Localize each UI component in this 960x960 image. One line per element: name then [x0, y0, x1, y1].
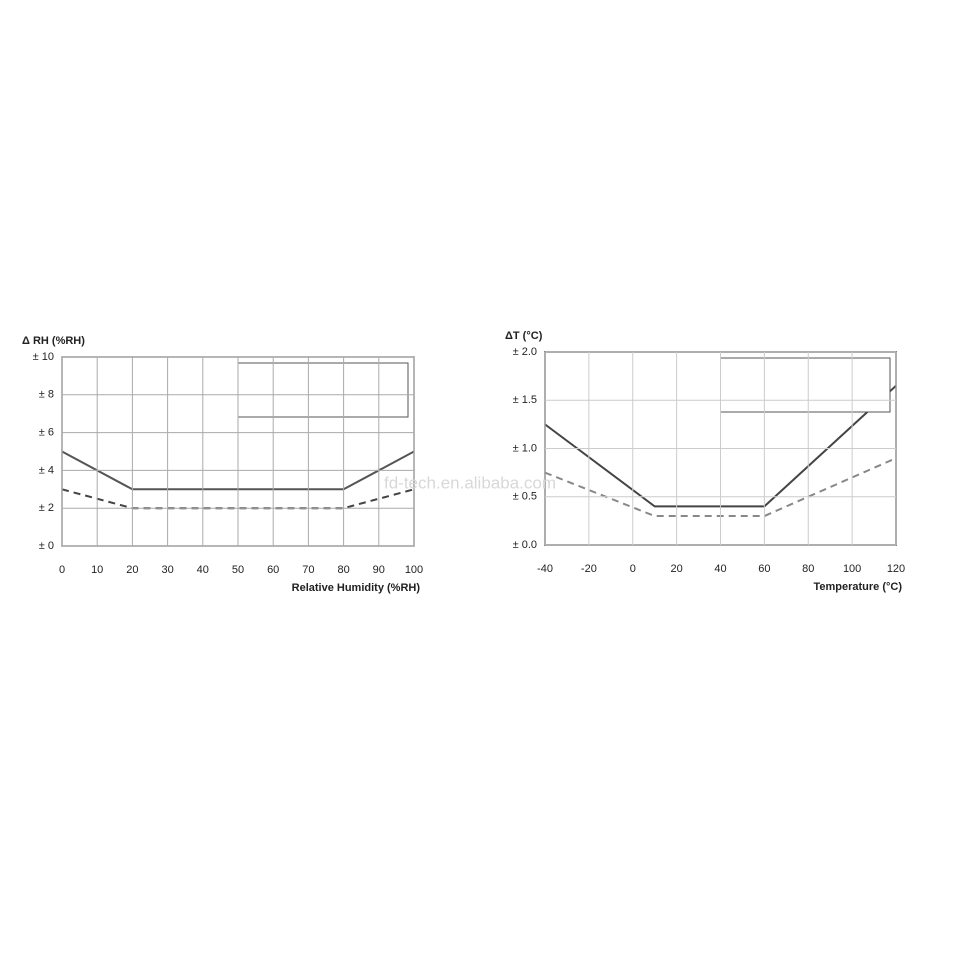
x-tick-label: 80 [337, 564, 349, 576]
x-axis-title: Relative Humidity (%RH) [292, 582, 421, 594]
x-tick-label: 50 [232, 564, 244, 576]
data-line [544, 457, 897, 518]
y-tick-label: ± 0.5 [513, 491, 537, 503]
y-tick-label: ± 0.0 [513, 539, 537, 551]
x-tick-label: 10 [91, 564, 103, 576]
y-tick-label: ± 2 [39, 502, 54, 514]
x-tick-label: 90 [373, 564, 385, 576]
x-tick-label: 20 [671, 563, 683, 575]
watermark: fd-tech.en.alibaba.com [384, 473, 556, 492]
x-tick-label: 60 [758, 563, 770, 575]
x-tick-label: 40 [197, 564, 209, 576]
x-tick-label: 60 [267, 564, 279, 576]
y-axis-title: Δ RH (%RH) [22, 335, 85, 347]
x-tick-label: 40 [714, 563, 726, 575]
x-tick-label: 30 [161, 564, 173, 576]
x-tick-label: -40 [537, 563, 553, 575]
y-tick-label: ± 1.0 [513, 442, 537, 454]
x-tick-label: 120 [887, 563, 905, 575]
x-axis-title: Temperature (°C) [813, 581, 902, 593]
y-tick-label: ± 1.5 [513, 394, 537, 406]
legend-box [720, 357, 891, 413]
y-tick-label: ± 4 [39, 464, 54, 476]
y-axis-title: ΔT (°C) [505, 330, 543, 342]
x-tick-label: 0 [59, 564, 65, 576]
x-tick-label: 0 [630, 563, 636, 575]
y-tick-label: ± 10 [33, 351, 54, 363]
x-tick-label: 100 [405, 564, 423, 576]
data-line [544, 385, 897, 508]
x-tick-label: 20 [126, 564, 138, 576]
legend-box [237, 362, 409, 418]
x-tick-label: 80 [802, 563, 814, 575]
y-tick-label: ± 8 [39, 389, 54, 401]
x-tick-label: -20 [581, 563, 597, 575]
y-tick-label: ± 2.0 [513, 346, 537, 358]
x-tick-label: 100 [843, 563, 861, 575]
y-tick-label: ± 6 [39, 427, 54, 439]
y-tick-label: ± 0 [39, 540, 54, 552]
x-tick-label: 70 [302, 564, 314, 576]
